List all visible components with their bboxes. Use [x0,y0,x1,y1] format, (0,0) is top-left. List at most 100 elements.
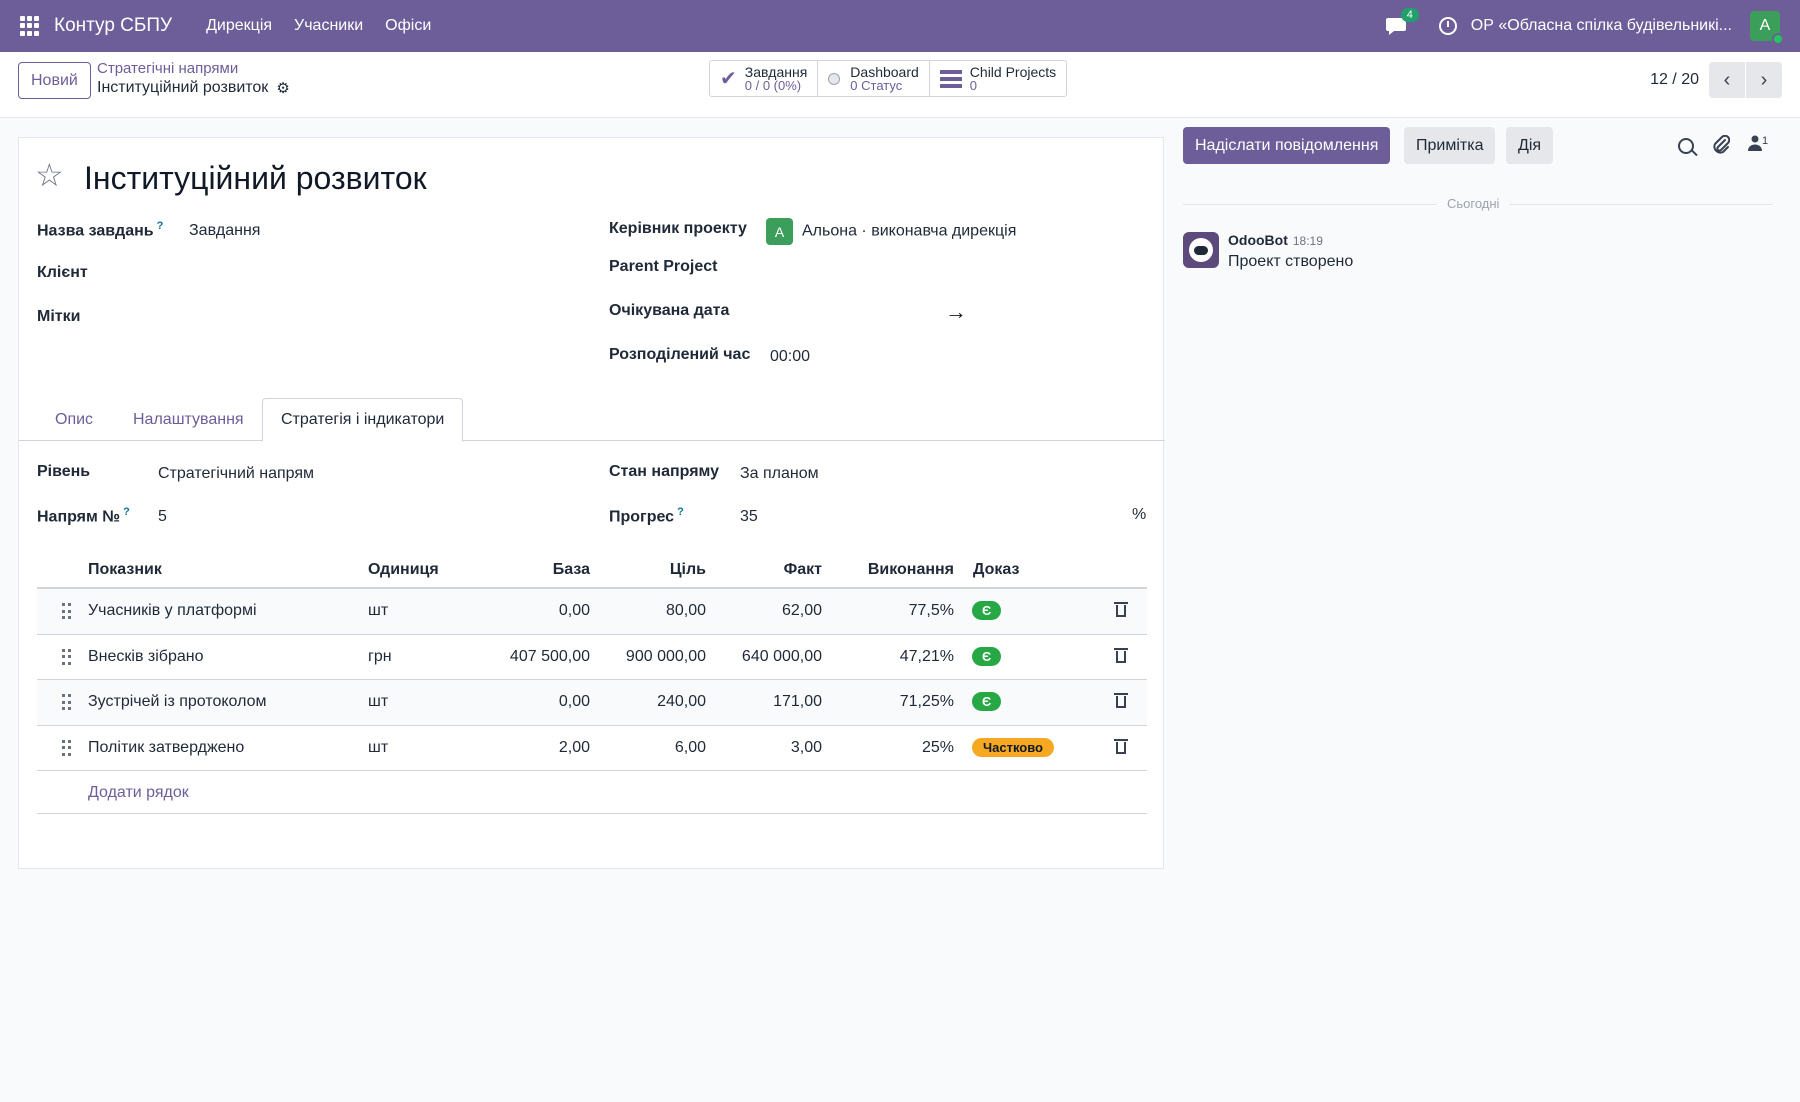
drag-handle-icon[interactable] [62,739,72,758]
gear-icon[interactable]: ⚙ [276,80,290,97]
row-fact[interactable]: 3,00 [790,738,822,756]
row-indicator[interactable]: Політик затверджено [88,738,245,756]
progress-field[interactable]: 35 [740,508,758,525]
row-unit[interactable]: шт [368,602,389,619]
client-field[interactable] [189,264,569,284]
tasks-stat-button[interactable]: ✔ Завдання 0 / 0 (0%) [710,61,819,96]
drag-handle-icon[interactable] [62,694,72,712]
help-tooltip-icon[interactable]: ? [123,506,130,518]
column-base[interactable]: База [552,561,590,578]
new-button[interactable]: Новий [18,62,91,99]
trash-icon[interactable] [1114,647,1128,663]
task-name-field[interactable]: Завдання [189,222,261,239]
tab-description[interactable]: Опис [55,410,94,428]
row-indicator[interactable]: Внесків зібрано [88,647,204,665]
pager-next-button[interactable]: › [1746,62,1782,98]
tab-strategy-indicators[interactable]: Стратегія і індикатори [262,398,464,442]
add-row-link[interactable]: Додати рядок [88,784,189,801]
author-name[interactable]: OdooBot [1228,232,1288,248]
row-indicator[interactable]: Зустрічей із протоколом [88,693,267,710]
task-name-label: Назва завдань? [37,220,164,240]
project-title[interactable]: Інституційний розвиток [84,160,427,196]
row-completion: 25% [921,738,954,756]
paperclip-icon[interactable] [1712,134,1731,160]
activity-clock-icon[interactable] [1438,17,1457,35]
row-completion: 47,21% [899,647,954,665]
row-completion: 71,25% [899,693,954,710]
menu-item-participants[interactable]: Учасники [294,17,364,34]
log-note-button[interactable]: Примітка [1404,127,1496,164]
manager-name: Альона · виконавча дирекція [802,222,1017,240]
column-target[interactable]: Ціль [669,561,706,578]
row-target[interactable]: 6,00 [674,738,706,756]
pager-previous-button[interactable]: ‹ [1709,62,1745,98]
direction-number-field[interactable]: 5 [158,508,167,525]
row-target[interactable]: 900 000,00 [625,647,706,665]
tags-field[interactable] [189,308,569,328]
help-tooltip-icon[interactable]: ? [677,506,684,518]
row-unit[interactable]: грн [368,647,392,665]
breadcrumb-parent-link[interactable]: Стратегічні напрями [97,60,239,77]
tab-settings[interactable]: Налаштування [133,410,244,428]
user-avatar[interactable]: А [1750,11,1784,45]
start-date-field[interactable] [770,302,930,322]
row-base[interactable]: 0,00 [558,693,590,710]
row-base[interactable]: 0,00 [558,602,590,619]
app-brand[interactable]: Контур СБПУ [54,15,173,36]
column-unit[interactable]: Одиниця [368,561,439,578]
followers-button[interactable]: 1 [1748,135,1768,156]
apps-menu-icon[interactable] [20,16,40,36]
send-message-button[interactable]: Надіслати повідомлення [1183,127,1391,164]
row-fact[interactable]: 640 000,00 [741,647,822,665]
table-row[interactable]: Учасників у платформі шт 0,00 80,00 62,0… [37,589,1147,635]
table-row[interactable]: Зустрічей із протоколом шт 0,00 240,00 1… [37,680,1147,726]
row-target[interactable]: 80,00 [665,602,706,619]
search-icon[interactable] [1678,138,1694,154]
parent-project-field[interactable] [770,258,1150,278]
row-fact[interactable]: 171,00 [773,693,822,710]
level-field[interactable]: Стратегічний напрям [158,465,315,482]
direction-state-field[interactable]: За планом [740,465,819,482]
check-icon: ✔ [720,68,737,90]
row-unit[interactable]: шт [368,693,389,710]
company-switcher[interactable]: ОР «Обласна спілка будівельникі... [1470,17,1732,34]
favorite-star-icon[interactable]: ☆ [35,157,64,193]
column-indicator[interactable]: Показник [88,561,162,578]
proof-badge[interactable]: Частково [972,737,1054,757]
odoobot-avatar[interactable] [1183,232,1219,268]
row-base[interactable]: 2,00 [558,738,590,756]
child-projects-label: Child Projects [969,63,1057,80]
drag-handle-icon[interactable] [62,603,72,621]
column-proof[interactable]: Доказ [973,561,1020,578]
trash-icon[interactable] [1114,693,1128,708]
end-date-field[interactable] [979,302,1139,322]
manager-avatar: А [766,218,793,245]
proof-badge[interactable]: Є [972,646,1002,666]
menu-item-directorate[interactable]: Дирекція [206,17,273,34]
pager-value[interactable]: 12 / 20 [1650,71,1699,88]
menu-item-offices[interactable]: Офіси [385,17,432,34]
row-target[interactable]: 240,00 [657,693,706,710]
row-indicator[interactable]: Учасників у платформі [88,602,257,619]
project-manager-field[interactable]: А Альона · виконавча дирекція [766,218,1016,245]
proof-badge[interactable]: Є [972,601,1002,620]
proof-badge[interactable]: Є [972,692,1002,711]
control-panel: Новий Стратегічні напрями Інституційний … [0,52,1800,118]
row-fact[interactable]: 62,00 [781,602,822,619]
dashboard-stat-button[interactable]: Dashboard 0 Статус [818,61,930,96]
column-completion[interactable]: Виконання [867,561,954,578]
row-base[interactable]: 407 500,00 [509,647,590,665]
trash-icon[interactable] [1114,738,1128,754]
trash-icon[interactable] [1114,602,1128,617]
column-fact[interactable]: Факт [783,561,822,578]
drag-handle-icon[interactable] [62,648,72,667]
child-projects-stat-button[interactable]: Child Projects 0 [930,61,1066,96]
messages-icon[interactable]: 4 [1385,8,1419,36]
message-time: 18:19 [1292,234,1323,248]
row-unit[interactable]: шт [368,738,389,756]
table-row[interactable]: Внесків зібрано грн 407 500,00 900 000,0… [37,634,1147,680]
allocated-time-field[interactable]: 00:00 [770,348,811,365]
activity-button[interactable]: Дія [1506,127,1554,164]
help-tooltip-icon[interactable]: ? [156,220,164,232]
table-row[interactable]: Політик затверджено шт 2,00 6,00 3,00 25… [37,725,1147,771]
